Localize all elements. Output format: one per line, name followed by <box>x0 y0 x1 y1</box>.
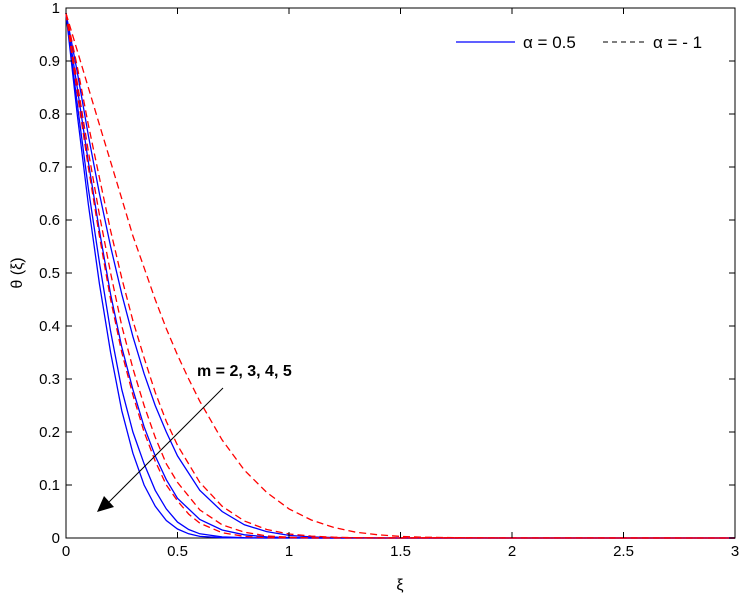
annotation-text: m = 2, 3, 4, 5 <box>197 363 292 380</box>
series-line-alpha-0.5-m2 <box>65 13 735 539</box>
annotation: m = 2, 3, 4, 5 <box>97 363 292 512</box>
x-tick-label: 2 <box>508 543 516 560</box>
y-tick-label: 0.6 <box>39 212 60 229</box>
y-tick-label: 1 <box>52 0 60 17</box>
x-axis-label: ξ <box>396 577 403 594</box>
annotation-arrowhead <box>97 496 114 512</box>
y-tick-label: 0.5 <box>39 265 60 282</box>
y-tick-label: 0 <box>52 530 60 547</box>
series-line-alpha-neg1-m5 <box>65 13 736 539</box>
annotation-arrow-shaft <box>107 387 224 504</box>
y-tick-label: 0.3 <box>39 371 60 388</box>
x-tick-label: 3 <box>731 543 739 560</box>
x-tick-label: 1 <box>285 543 293 560</box>
y-axis-label: θ (ξ) <box>9 257 26 288</box>
y-tick-label: 0.2 <box>39 424 60 441</box>
y-tick-label: 0.7 <box>39 159 60 176</box>
y-tick-label: 0.4 <box>39 318 60 335</box>
series-line-alpha-neg1-m3 <box>65 13 735 539</box>
legend-label-dashed: α = - 1 <box>653 33 702 52</box>
series-line-alpha-neg1-m2 <box>65 13 735 539</box>
x-tick-label: 1.5 <box>390 543 411 560</box>
x-tick-label: 0.5 <box>167 543 188 560</box>
series-layer <box>65 13 736 539</box>
series-line-alpha-0.5-m3 <box>65 13 735 539</box>
x-tick-label: 2.5 <box>613 543 634 560</box>
series-line-alpha-neg1-m4 <box>65 13 735 539</box>
plot-area <box>65 7 736 539</box>
series-line-alpha-0.5-m5 <box>65 13 735 539</box>
y-tick-label: 0.1 <box>39 477 60 494</box>
y-tick-label: 0.8 <box>39 106 60 123</box>
x-tick-label: 0 <box>62 543 70 560</box>
legend-label-solid: α = 0.5 <box>523 33 576 52</box>
ticks-layer: 0 0.5 1 1.5 2 2.5 3 0 0.1 0.2 0.3 0.4 0.5 0.6 0.7 0.8 0.… <box>39 0 739 560</box>
y-tick-label: 0.9 <box>39 53 60 70</box>
legend: α = 0.5 α = - 1 <box>456 33 702 52</box>
